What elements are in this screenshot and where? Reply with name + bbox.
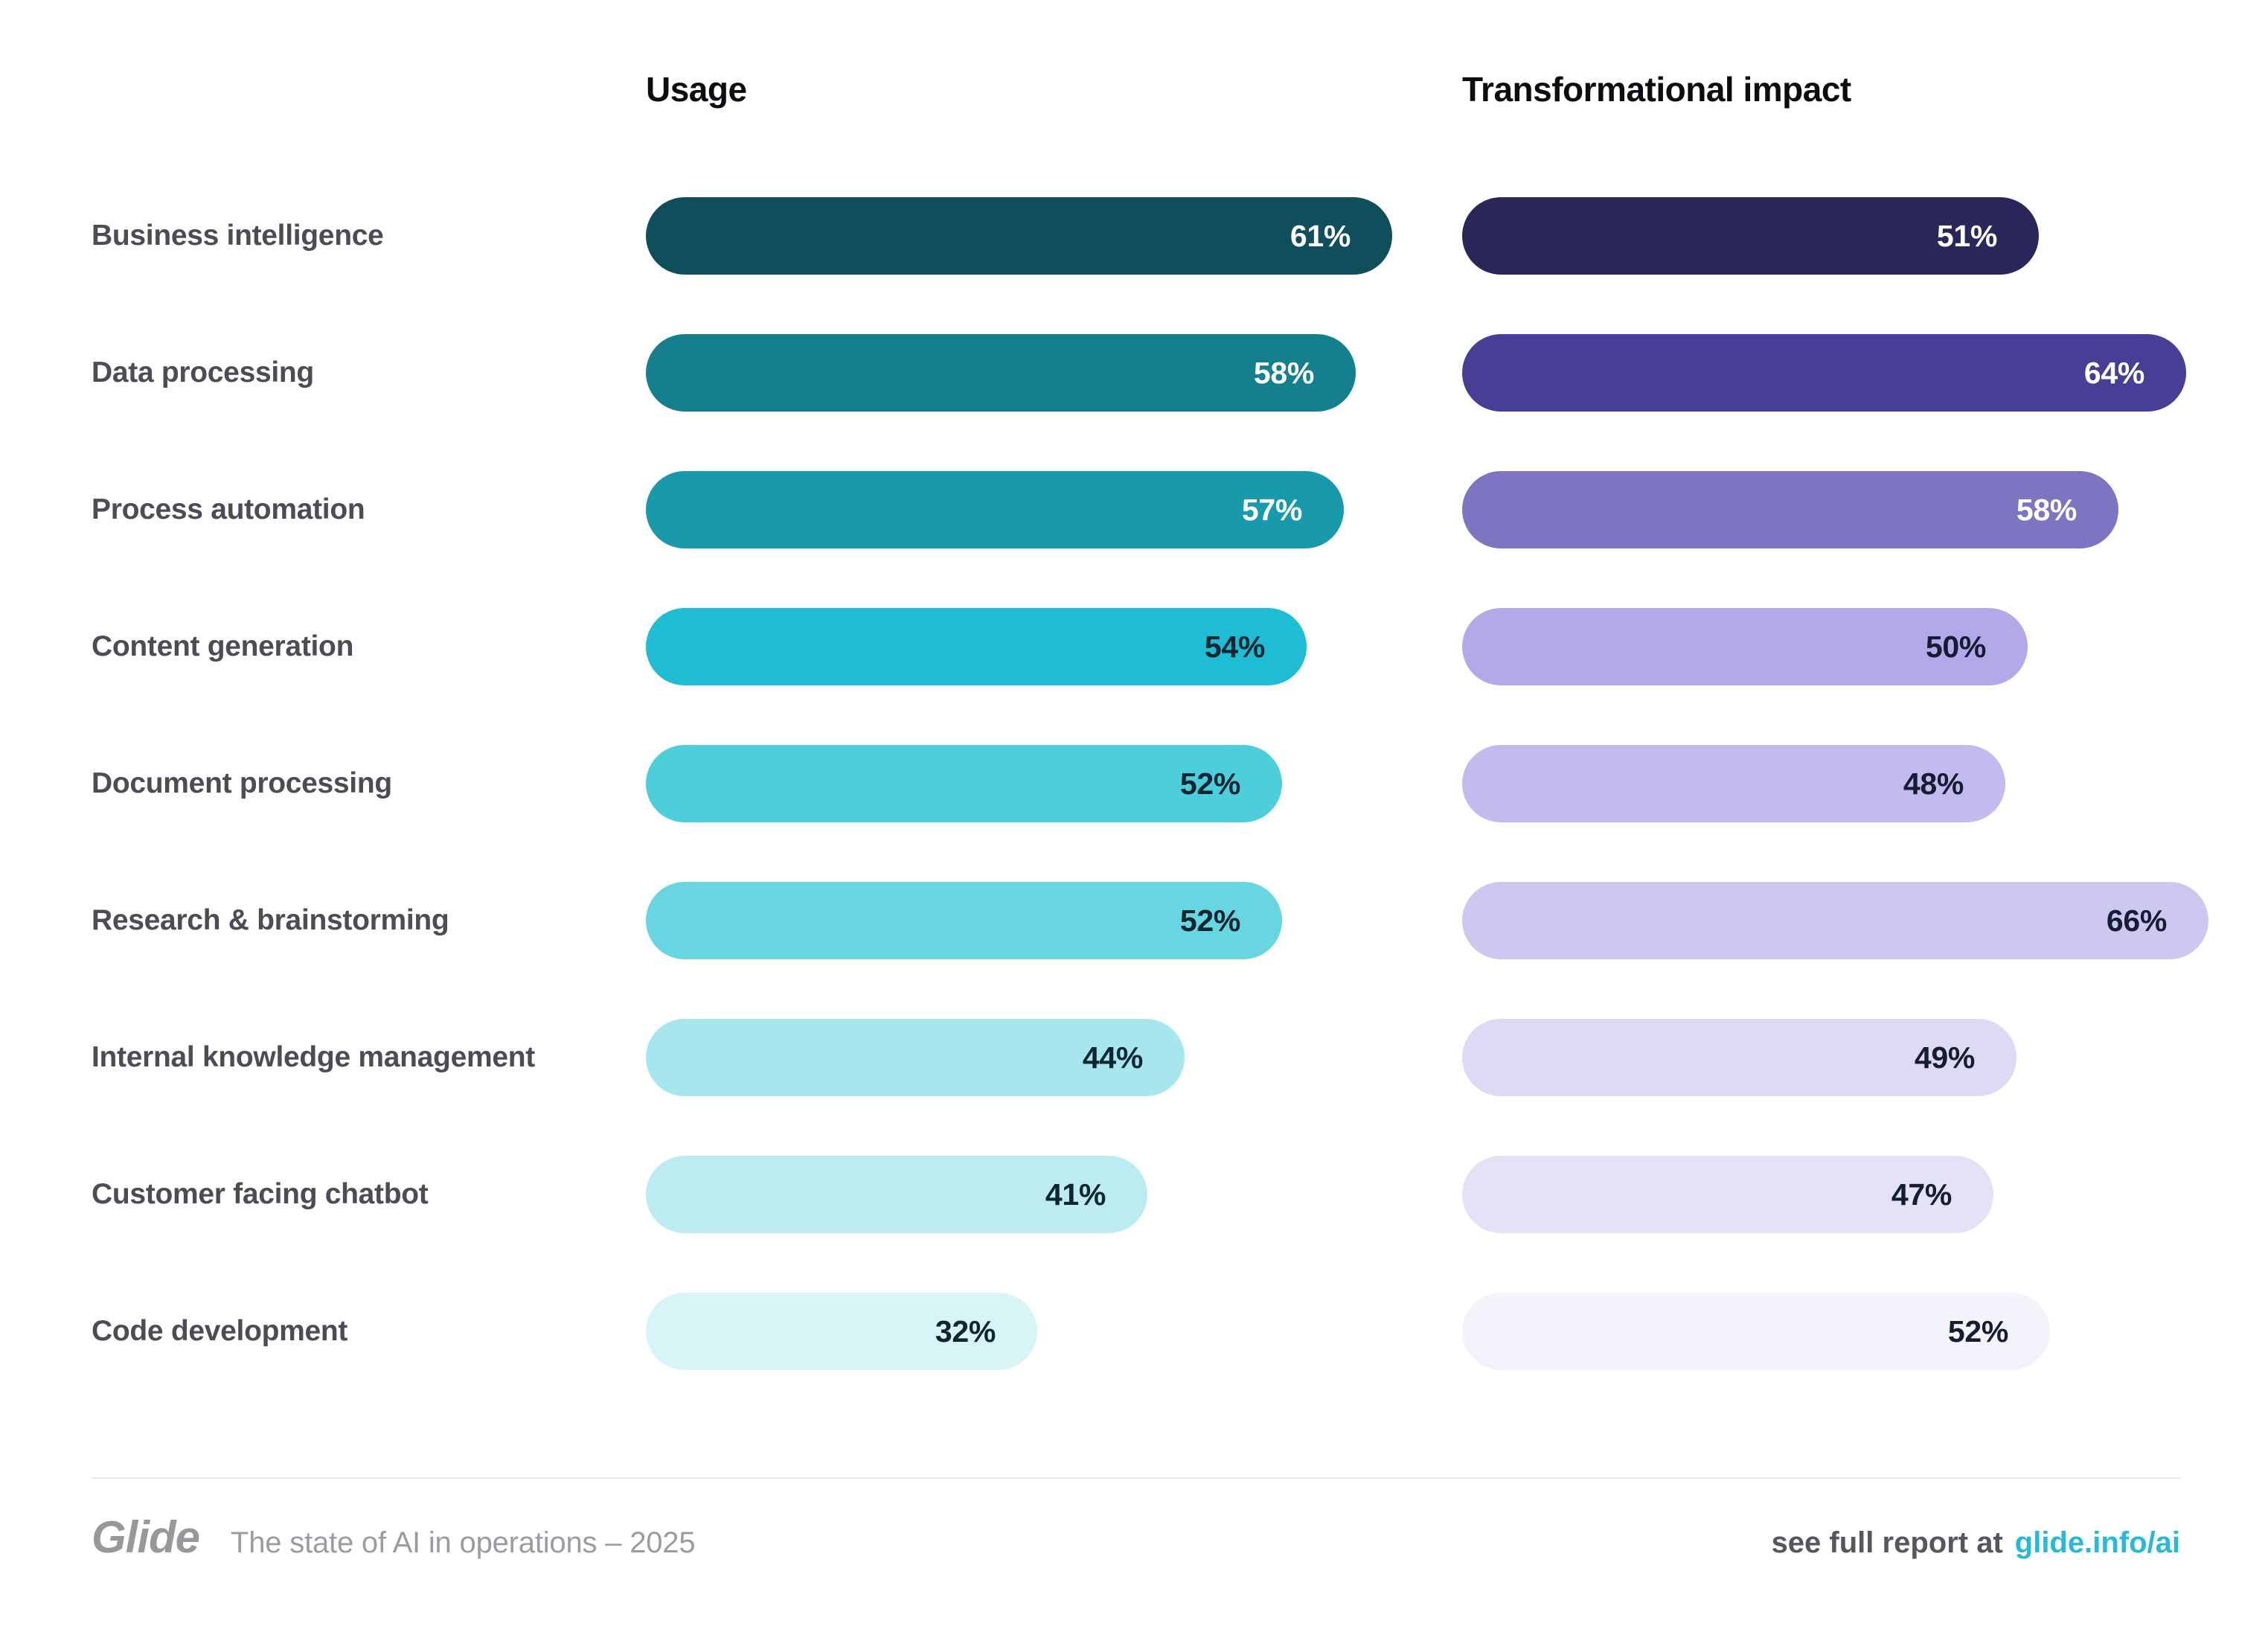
- usage-bar: 52%: [646, 745, 1282, 822]
- glide-logo: Glide: [92, 1512, 200, 1562]
- category-label-cell: Research & brainstorming: [0, 904, 646, 937]
- category-label: Research & brainstorming: [92, 904, 449, 936]
- impact-value-label: 66%: [2106, 903, 2167, 938]
- usage-bar-track: 58%: [646, 334, 1462, 412]
- footer-content: Glide The state of AI in operations – 20…: [92, 1511, 2180, 1563]
- impact-value-label: 58%: [2016, 492, 2077, 527]
- impact-value-label: 48%: [1903, 766, 1964, 801]
- impact-bar: 52%: [1462, 1293, 2050, 1370]
- impact-bar: 64%: [1462, 334, 2186, 412]
- chart-row: Business intelligence 61% 51%: [0, 167, 2268, 304]
- dual-bar-chart: Usage Transformational impact Business i…: [0, 71, 2268, 1400]
- usage-value-label: 52%: [1179, 903, 1240, 938]
- impact-value-label: 64%: [2083, 355, 2144, 390]
- category-label: Code development: [92, 1315, 348, 1347]
- category-label: Internal knowledge management: [92, 1041, 535, 1073]
- usage-value-label: 41%: [1045, 1177, 1106, 1212]
- usage-bar-track: 41%: [646, 1156, 1462, 1233]
- category-label: Data processing: [92, 356, 314, 388]
- usage-bar: 61%: [646, 197, 1392, 275]
- chart-row: Code development 32% 52%: [0, 1263, 2268, 1400]
- usage-bar-track: 44%: [646, 1019, 1462, 1096]
- usage-value-label: 54%: [1204, 629, 1265, 664]
- usage-bar: 52%: [646, 882, 1282, 959]
- usage-bar-track: 61%: [646, 197, 1462, 275]
- impact-bar-track: 64%: [1462, 334, 2268, 412]
- chart-row: Content generation 54% 50%: [0, 578, 2268, 715]
- usage-column-header: Usage: [646, 70, 747, 109]
- impact-bar: 50%: [1462, 608, 2028, 685]
- report-link[interactable]: glide.info/ai: [2014, 1526, 2180, 1559]
- usage-value-label: 57%: [1241, 492, 1302, 527]
- usage-bar: 58%: [646, 334, 1356, 412]
- footer: Glide The state of AI in operations – 20…: [92, 1477, 2180, 1563]
- chart-row: Process automation 57% 58%: [0, 441, 2268, 578]
- impact-value-label: 51%: [1936, 218, 1997, 253]
- impact-value-label: 49%: [1914, 1040, 1975, 1075]
- chart-row: Internal knowledge management 44% 49%: [0, 989, 2268, 1126]
- impact-bar-track: 49%: [1462, 1019, 2268, 1096]
- impact-bar: 51%: [1462, 197, 2039, 275]
- category-label-cell: Document processing: [0, 767, 646, 800]
- impact-bar: 48%: [1462, 745, 2005, 822]
- impact-bar-track: 50%: [1462, 608, 2268, 685]
- category-label-cell: Customer facing chatbot: [0, 1178, 646, 1211]
- footer-right: see full report at glide.info/ai: [1772, 1526, 2180, 1560]
- cta-prefix-text: see full report at: [1771, 1526, 2003, 1559]
- chart-row: Data processing 58% 64%: [0, 304, 2268, 441]
- impact-bar-track: 58%: [1462, 471, 2268, 548]
- category-label-cell: Content generation: [0, 630, 646, 663]
- usage-value-label: 52%: [1179, 766, 1240, 801]
- impact-bar: 58%: [1462, 471, 2118, 548]
- category-label-cell: Process automation: [0, 493, 646, 526]
- usage-bar: 57%: [646, 471, 1344, 548]
- usage-bar-track: 57%: [646, 471, 1462, 548]
- usage-bar: 44%: [646, 1019, 1185, 1096]
- impact-bar-track: 48%: [1462, 745, 2268, 822]
- impact-bar-track: 66%: [1462, 882, 2268, 959]
- usage-value-label: 61%: [1290, 218, 1351, 253]
- usage-bar-track: 54%: [646, 608, 1462, 685]
- chart-rows: Business intelligence 61% 51% Data processi…: [0, 167, 2268, 1400]
- impact-bar-track: 52%: [1462, 1293, 2268, 1370]
- category-label: Document processing: [92, 767, 392, 799]
- usage-value-label: 58%: [1253, 355, 1314, 390]
- column-headers: Usage Transformational impact: [0, 71, 2268, 167]
- usage-bar: 41%: [646, 1156, 1147, 1233]
- category-label: Process automation: [92, 493, 365, 525]
- chart-row: Customer facing chatbot 41% 47%: [0, 1126, 2268, 1263]
- impact-bar: 66%: [1462, 882, 2208, 959]
- category-label-cell: Data processing: [0, 356, 646, 389]
- category-label-cell: Business intelligence: [0, 220, 646, 252]
- usage-value-label: 32%: [935, 1314, 996, 1349]
- category-label: Customer facing chatbot: [92, 1178, 429, 1210]
- chart-row: Document processing 52% 48%: [0, 715, 2268, 852]
- usage-bar-track: 32%: [646, 1293, 1462, 1370]
- category-label: Content generation: [92, 630, 354, 662]
- category-label-cell: Code development: [0, 1315, 646, 1348]
- impact-bar-track: 51%: [1462, 197, 2268, 275]
- impact-value-label: 50%: [1925, 629, 1986, 664]
- impact-value-label: 52%: [1947, 1314, 2008, 1349]
- usage-bar: 32%: [646, 1293, 1037, 1370]
- impact-bar: 49%: [1462, 1019, 2016, 1096]
- impact-bar: 47%: [1462, 1156, 1993, 1233]
- impact-value-label: 47%: [1891, 1177, 1952, 1212]
- usage-bar-track: 52%: [646, 882, 1462, 959]
- impact-bar-track: 47%: [1462, 1156, 2268, 1233]
- category-label-cell: Internal knowledge management: [0, 1041, 646, 1074]
- usage-value-label: 44%: [1082, 1040, 1143, 1075]
- chart-row: Research & brainstorming 52% 66%: [0, 852, 2268, 989]
- impact-column-header: Transformational impact: [1462, 70, 1851, 109]
- footer-left: Glide The state of AI in operations – 20…: [92, 1511, 696, 1563]
- usage-bar-track: 52%: [646, 745, 1462, 822]
- footer-tagline: The state of AI in operations – 2025: [231, 1526, 696, 1559]
- usage-bar: 54%: [646, 608, 1307, 685]
- category-label: Business intelligence: [92, 220, 384, 252]
